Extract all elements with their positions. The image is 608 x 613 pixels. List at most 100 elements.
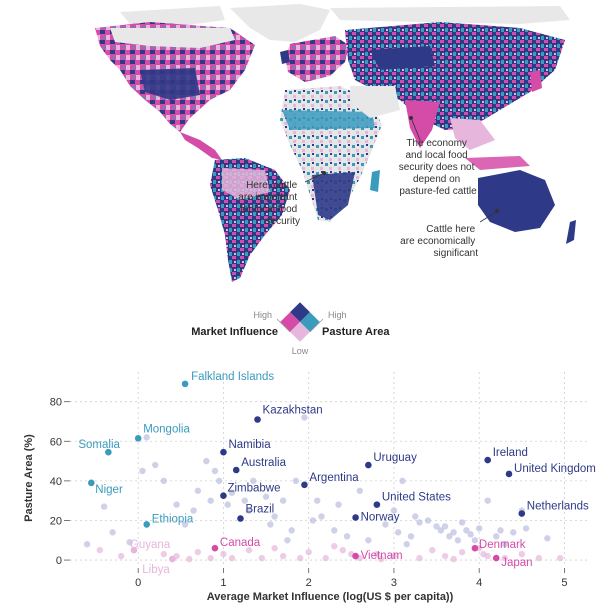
y-tick-label: 0 [56,555,62,567]
labeled-data-point [505,470,513,478]
labeled-data-point [168,555,176,563]
data-point [271,544,278,552]
data-point [215,477,223,485]
annotation-asia: The economy and local food security does… [399,138,477,197]
point-label: Zimbabwe [227,483,280,495]
legend-high-right: High [328,310,347,320]
labeled-data-point [232,466,240,474]
point-label: Denmark [479,539,526,551]
data-point [245,507,253,514]
data-point [429,546,436,554]
data-point [207,497,214,504]
x-tick-label: 4 [476,577,482,589]
map-greenland [230,4,330,42]
labeled-data-point [373,501,381,508]
data-point [501,554,508,562]
point-label: Uruguay [373,452,417,464]
data-point [224,501,231,508]
annotation-africa-leader [304,173,323,183]
map-central-america [180,132,222,160]
point-label: Brazil [245,503,274,515]
data-point [475,525,483,532]
data-point [441,552,449,560]
data-point [331,527,338,534]
data-point [535,554,543,562]
labeled-data-point [237,515,244,522]
data-point [497,527,504,534]
point-label: Ethiopia [152,513,194,525]
y-tick-label: 80 [50,397,62,409]
annotation-asia-line: security does not [399,162,475,173]
x-tick-label: 0 [135,577,141,589]
legend-cell-both-low [290,322,310,342]
data-point [279,552,287,560]
point-label: Guyana [130,539,171,551]
map-arctic-islands [120,6,225,26]
map-uk [280,50,290,64]
data-point [117,552,125,560]
data-point [373,550,381,558]
data-point [296,554,304,562]
world-map-panel: Here, cattle are important for local foo… [0,0,608,300]
data-point [109,529,116,536]
data-point [279,497,287,504]
data-point [220,550,227,558]
annotation-asia-line: The economy [406,138,467,149]
annotation-australia-dot [495,209,499,213]
data-point [450,529,457,536]
data-point [424,517,432,524]
data-point [377,555,385,563]
data-point [143,434,150,441]
annotation-australia-line: are economically [400,236,475,247]
data-point [471,537,479,544]
annotation-africa-line: for local food [240,204,297,215]
data-point [322,554,329,562]
map-canada-north [110,28,235,48]
labeled-data-point [471,544,479,552]
data-point [309,517,317,524]
labeled-data-point [220,492,227,500]
x-tick-label: 1 [220,577,226,589]
labeled-data-point [220,448,227,456]
data-point [446,533,453,540]
data-point [305,548,312,556]
point-label: Falkland Islands [191,371,274,383]
legend-cell-both-high [290,302,310,322]
data-point [160,550,167,558]
data-point [450,555,457,563]
labeled-points: Falkland Islands Kazakhstan Mongolia Somali… [78,371,595,576]
data-point [339,546,346,554]
point-label: Libya [142,564,170,576]
data-point [382,521,389,528]
data-point [390,507,398,514]
labeled-data-point [211,544,219,552]
data-point [258,554,266,562]
data-point [335,501,342,508]
bivariate-legend: High High Low Market Influence Pasture A… [150,290,450,360]
data-point [262,493,270,500]
data-point [203,457,210,465]
data-point [194,487,202,494]
scatter-panel: 0 20 40 60 80 0 1 2 3 4 5 Falkland Islands Kazakhs… [0,360,608,608]
annotation-africa: Here, cattle are important for local foo… [238,180,300,227]
labeled-data-point [352,514,359,521]
point-label: Vietnam [361,550,403,562]
data-point [301,414,308,421]
data-point [331,543,338,550]
x-tick-label: 3 [391,577,397,589]
legend-low: Low [292,346,309,356]
labeled-data-point [518,510,526,517]
data-point [416,519,423,526]
point-label: Netherlands [527,501,589,513]
map-australia [478,170,555,232]
data-point [228,489,236,496]
annotation-asia-line: depend on [413,174,460,185]
labeled-data-point [130,546,138,554]
data-point [399,477,406,485]
data-point [288,527,295,534]
data-point [152,461,159,469]
point-label: United Kingdom [514,463,596,475]
point-label: Mongolia [143,423,190,435]
map-sahel [282,110,375,130]
point-label: Niger [95,484,123,496]
